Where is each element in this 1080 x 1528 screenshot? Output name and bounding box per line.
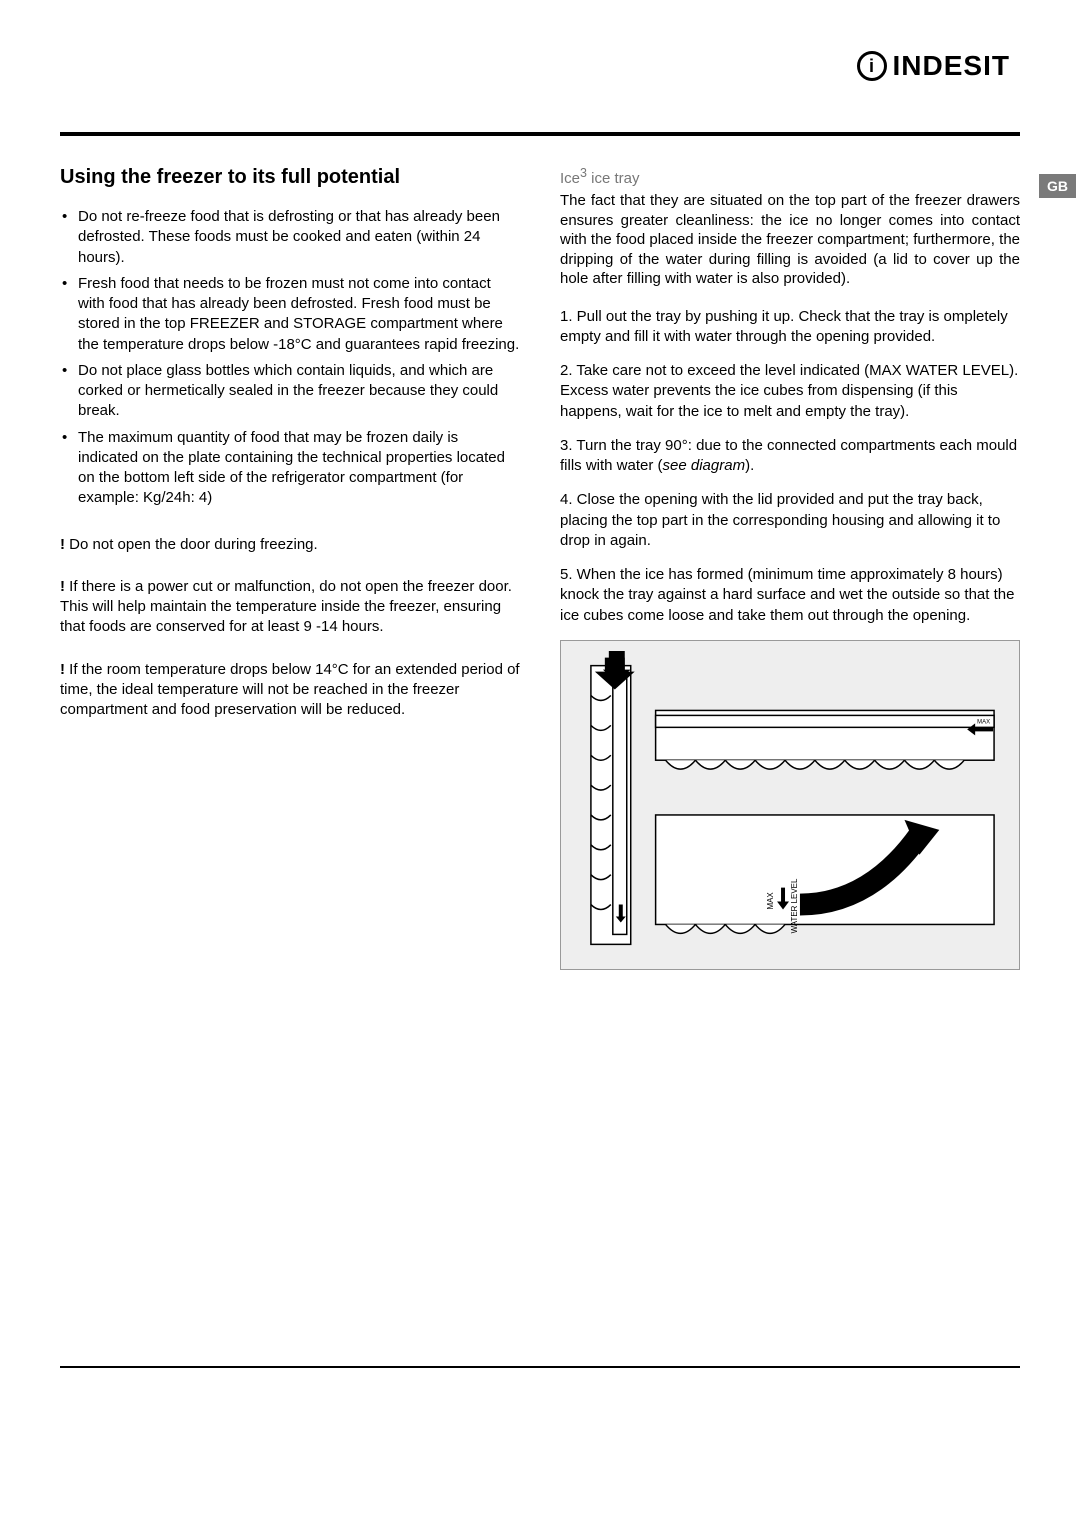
svg-text:MAX: MAX (977, 719, 990, 725)
step-text: 2. Take care not to exceed the level ind… (560, 361, 1020, 422)
right-column: GB Ice3 ice tray The fact that they are … (560, 166, 1020, 970)
bullet-item: Do not place glass bottles which contain… (78, 361, 520, 422)
page: i INDESIT Using the freezer to its full … (0, 0, 1080, 1030)
brand-logo: i INDESIT (857, 50, 1010, 82)
bullet-item: Fresh food that needs to be frozen must … (78, 274, 520, 355)
content-columns: Using the freezer to its full potential … (60, 166, 1020, 970)
subhead-sup: 3 (580, 166, 587, 180)
subhead-prefix: Ice (560, 170, 580, 187)
ice-tray-subhead: Ice3 ice tray (560, 166, 1020, 187)
logo-icon: i (857, 51, 887, 81)
see-diagram-italic: see diagram (663, 457, 746, 474)
warning-text: If the room temperature drops below 14°C… (60, 660, 520, 721)
header-logo-area: i INDESIT (60, 40, 1020, 82)
bullet-item: The maximum quantity of food that may be… (78, 428, 520, 509)
diagram-svg: MAX (571, 651, 1009, 959)
intro-paragraph: The fact that they are situated on the t… (560, 191, 1020, 289)
warning-text: If there is a power cut or malfunction, … (60, 577, 520, 638)
step-text: 4. Close the opening with the lid provid… (560, 490, 1020, 551)
diagram-label-max: MAX (766, 891, 775, 909)
bullet-list: Do not re-freeze food that is defrosting… (60, 207, 520, 509)
section-heading: Using the freezer to its full potential (60, 166, 520, 189)
ice-tray-diagram: MAX (560, 640, 1020, 970)
language-badge: GB (1039, 174, 1076, 198)
bullet-item: Do not re-freeze food that is defrosting… (78, 207, 520, 268)
step-text: 3. Turn the tray 90°: due to the connect… (560, 436, 1020, 477)
step-text: 5. When the ice has formed (minimum time… (560, 565, 1020, 626)
bottom-rule (60, 1366, 1020, 1368)
top-rule (60, 132, 1020, 136)
step-text: 1. Pull out the tray by pushing it up. C… (560, 307, 1020, 348)
logo-text: INDESIT (893, 50, 1010, 82)
warning-text: Do not open the door during freezing. (60, 535, 520, 555)
diagram-label-water-level: WATER LEVEL (790, 878, 799, 933)
subhead-suffix: ice tray (587, 170, 640, 187)
left-column: Using the freezer to its full potential … (60, 166, 520, 970)
